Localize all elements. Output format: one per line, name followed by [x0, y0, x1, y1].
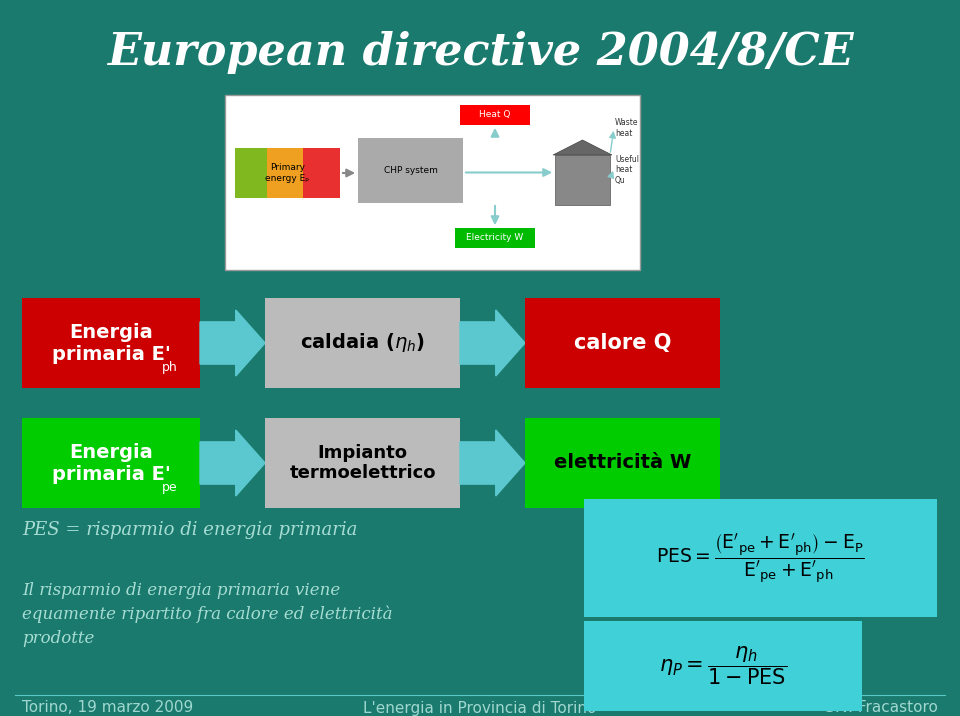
- FancyBboxPatch shape: [235, 148, 267, 198]
- FancyBboxPatch shape: [584, 499, 937, 617]
- FancyBboxPatch shape: [525, 418, 720, 508]
- Text: $\mathrm{PES} = \dfrac{\left(\mathrm{E'_{pe}} + \mathrm{E'_{ph}}\right) - \mathr: $\mathrm{PES} = \dfrac{\left(\mathrm{E'_…: [657, 531, 865, 585]
- Polygon shape: [553, 140, 612, 155]
- FancyBboxPatch shape: [584, 621, 862, 711]
- Text: G.V. Fracastoro: G.V. Fracastoro: [823, 700, 938, 715]
- Text: caldaia ($\eta_h$): caldaia ($\eta_h$): [300, 332, 425, 354]
- FancyBboxPatch shape: [225, 95, 640, 270]
- Text: calore Q: calore Q: [574, 333, 671, 353]
- Text: Electricity W: Electricity W: [467, 233, 523, 243]
- Text: European directive 2004/8/CE: European directive 2004/8/CE: [107, 31, 853, 74]
- Text: pe: pe: [162, 481, 178, 494]
- Text: Torino, 19 marzo 2009: Torino, 19 marzo 2009: [22, 700, 193, 715]
- Text: Useful
heat
Qu: Useful heat Qu: [615, 155, 639, 185]
- FancyBboxPatch shape: [460, 105, 530, 125]
- FancyBboxPatch shape: [265, 298, 460, 388]
- Polygon shape: [460, 430, 525, 496]
- FancyBboxPatch shape: [267, 148, 303, 198]
- FancyBboxPatch shape: [455, 228, 535, 248]
- Text: CHP system: CHP system: [384, 166, 438, 175]
- Text: Primary
energy Eₚ: Primary energy Eₚ: [265, 163, 309, 183]
- Text: Energia
primaria E': Energia primaria E': [52, 322, 171, 364]
- Polygon shape: [200, 430, 265, 496]
- Text: elettricità W: elettricità W: [554, 453, 691, 473]
- Text: Heat Q: Heat Q: [479, 110, 511, 120]
- FancyBboxPatch shape: [303, 148, 340, 198]
- FancyBboxPatch shape: [358, 138, 463, 203]
- FancyBboxPatch shape: [265, 418, 460, 508]
- FancyBboxPatch shape: [22, 418, 200, 508]
- Text: Il risparmio di energia primaria viene
equamente ripartito fra calore ed elettri: Il risparmio di energia primaria viene e…: [22, 582, 393, 647]
- Text: $\eta_P = \dfrac{\eta_h}{1 - \mathrm{PES}}$: $\eta_P = \dfrac{\eta_h}{1 - \mathrm{PES…: [659, 644, 787, 687]
- Polygon shape: [460, 310, 525, 376]
- FancyBboxPatch shape: [22, 298, 200, 388]
- FancyBboxPatch shape: [235, 148, 340, 198]
- Text: PES = risparmio di energia primaria: PES = risparmio di energia primaria: [22, 521, 357, 539]
- Text: ph: ph: [162, 361, 178, 374]
- Text: Energia
primaria E': Energia primaria E': [52, 442, 171, 483]
- FancyBboxPatch shape: [525, 298, 720, 388]
- FancyBboxPatch shape: [555, 155, 610, 205]
- Text: Waste
heat: Waste heat: [615, 118, 638, 137]
- Text: Impianto
termoelettrico: Impianto termoelettrico: [289, 444, 436, 483]
- Text: L'energia in Provincia di Torino: L'energia in Provincia di Torino: [363, 700, 597, 715]
- Polygon shape: [200, 310, 265, 376]
